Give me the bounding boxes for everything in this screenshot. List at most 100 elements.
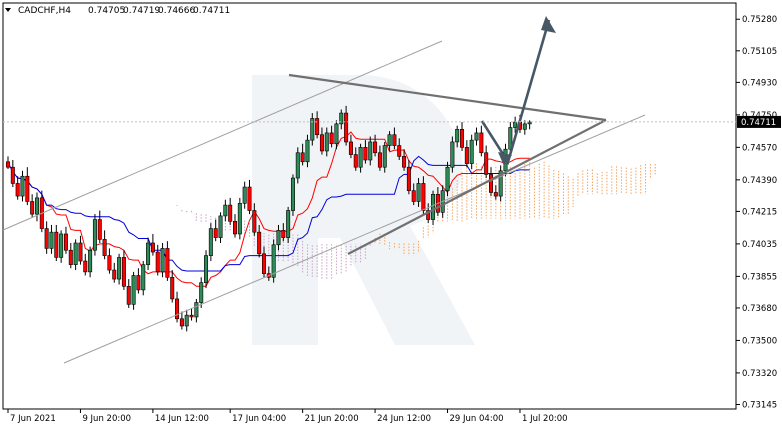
candle-body <box>49 231 54 249</box>
candle-body <box>261 253 266 274</box>
candle-body <box>121 257 126 287</box>
candle-body <box>257 231 262 255</box>
candle-body <box>522 123 527 130</box>
candle-body <box>421 183 426 211</box>
candle-body <box>493 192 498 197</box>
candle-body <box>402 156 407 168</box>
x-tick-label: 21 Jun 20:00 <box>305 414 359 424</box>
candle-body <box>237 202 242 235</box>
forecast-arrow-down-icon <box>498 152 512 166</box>
candle-body <box>184 314 189 327</box>
candle-body <box>416 183 421 202</box>
candle-body <box>281 230 286 238</box>
candle-body <box>271 244 276 278</box>
candle-body <box>276 230 281 246</box>
candle-body <box>88 249 93 273</box>
candle-body <box>411 190 416 202</box>
candle-body <box>228 204 233 222</box>
candle-body <box>315 118 320 136</box>
candle-body <box>474 132 479 141</box>
candle-body <box>445 166 450 191</box>
y-tick-label: 0.75280 <box>742 15 777 25</box>
candle-body <box>353 154 358 168</box>
candle-body <box>513 121 518 128</box>
y-tick-label: 0.74035 <box>742 240 777 250</box>
candle-body <box>242 186 247 204</box>
candle-body <box>344 112 349 143</box>
candle-body <box>78 242 83 262</box>
ohlc-high: 0.74719 <box>123 6 160 16</box>
candle-body <box>97 219 102 240</box>
candle-body <box>20 175 25 197</box>
candle-body <box>30 201 35 215</box>
x-tick-label: 24 Jun 12:00 <box>377 414 431 424</box>
symbol-dropdown-icon[interactable] <box>5 8 11 12</box>
x-tick-label: 1 Jul 20:00 <box>522 414 568 424</box>
candle-body <box>15 183 20 197</box>
y-tick-label: 0.74570 <box>742 143 777 153</box>
candle-body <box>175 298 180 320</box>
candle-body <box>290 177 295 211</box>
chart-title: CADCHF,H4 <box>18 6 71 16</box>
candle-body <box>102 239 107 256</box>
candle-body <box>141 264 146 291</box>
forecast-path <box>480 19 551 166</box>
candle-body <box>387 134 392 146</box>
candle-body <box>223 204 228 217</box>
candle-body <box>488 174 493 193</box>
forecast-arrow-up-icon <box>541 16 556 33</box>
candle-body <box>527 121 532 125</box>
candle-body <box>252 210 257 233</box>
triangle-lower-line <box>347 119 607 255</box>
candle-body <box>348 141 353 155</box>
candle-body <box>329 132 334 145</box>
candle-body <box>431 193 436 220</box>
y-tick-label: 0.73320 <box>742 369 777 379</box>
candle-body <box>136 275 141 291</box>
candle-body <box>146 242 151 265</box>
candle-body <box>170 276 175 300</box>
candle-body <box>300 152 305 163</box>
candle-body <box>179 318 184 327</box>
candle-body <box>392 134 397 146</box>
candle-body <box>63 233 68 251</box>
candle-body <box>368 141 373 161</box>
candle-body <box>10 166 15 184</box>
ohlc-low: 0.74666 <box>158 6 195 16</box>
y-tick-label: 0.74750 <box>742 111 777 121</box>
candle-body <box>68 249 73 265</box>
candle-body <box>324 132 329 152</box>
candle-body <box>233 221 238 235</box>
candle-body <box>247 186 252 211</box>
candle-body <box>6 161 11 168</box>
candle-body <box>131 275 136 305</box>
y-tick-label: 0.74390 <box>742 176 777 186</box>
candle-body <box>310 118 315 141</box>
ohlc-close: 0.74711 <box>193 6 230 16</box>
channel-upper-line <box>2 40 443 231</box>
candle-body <box>464 147 469 164</box>
candle-body <box>189 314 194 318</box>
candle-body <box>155 251 160 273</box>
x-tick-label: 9 Jun 20:00 <box>82 414 131 424</box>
x-tick-label: 17 Jun 04:00 <box>232 414 286 424</box>
candle-body <box>508 127 513 150</box>
candle-body <box>199 282 204 303</box>
candle-body <box>319 134 324 152</box>
candle-body <box>213 228 218 238</box>
candle-body <box>59 233 64 258</box>
candle-body <box>426 210 431 220</box>
candle-body <box>34 197 39 215</box>
x-tick-label: 14 Jun 12:00 <box>155 414 209 424</box>
candle-body <box>92 219 97 251</box>
channel-lower-line <box>63 114 646 364</box>
candle-body <box>334 123 339 145</box>
y-tick-label: 0.73680 <box>742 304 777 314</box>
candle-body <box>218 215 223 238</box>
candle-body <box>73 242 78 265</box>
y-tick-label: 0.73145 <box>742 400 777 410</box>
candle-body <box>295 152 300 179</box>
candle-body <box>25 175 30 202</box>
candle-body <box>194 302 199 318</box>
